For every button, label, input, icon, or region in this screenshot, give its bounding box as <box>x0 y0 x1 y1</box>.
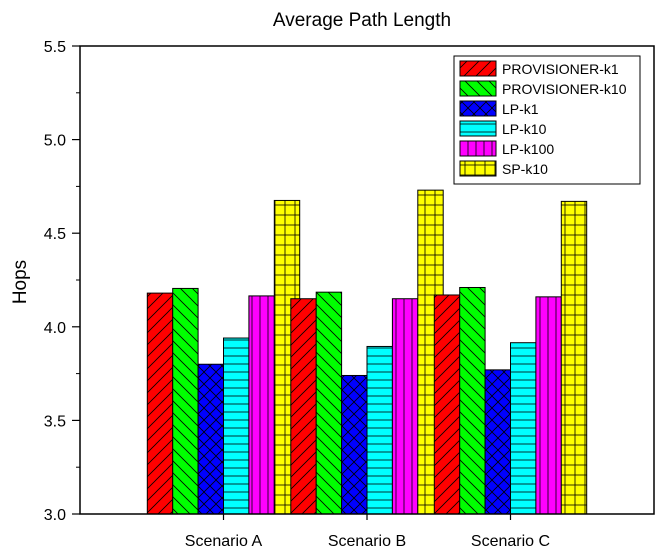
bar-lp-k1-scenario-a <box>197 363 225 515</box>
legend-swatch <box>459 60 497 77</box>
legend-label: SP-k10 <box>502 161 548 177</box>
y-tick-label: 4.0 <box>44 320 66 337</box>
x-tick-label: Scenario A <box>185 533 263 550</box>
bar-provisioner-k10-scenario-b <box>315 291 343 515</box>
legend-swatch <box>459 80 497 97</box>
y-axis-label: Hops <box>10 260 31 304</box>
bar-lp-k100-scenario-a <box>248 295 275 515</box>
y-tick-label: 5.5 <box>44 39 66 56</box>
bar-sp-k10-scenario-c <box>560 200 588 515</box>
y-tick-label: 4.5 <box>44 226 66 243</box>
y-tick-label: 5.0 <box>44 133 66 150</box>
bar-provisioner-k10-scenario-c <box>459 286 486 515</box>
legend: PROVISIONER-k1 PROVISIONER-k10 LP-k1 LP-k10… <box>453 55 641 185</box>
legend-swatch <box>459 120 497 137</box>
legend-label: LP-k10 <box>502 121 547 137</box>
legend-label: LP-k100 <box>502 141 554 157</box>
legend-label: PROVISIONER-k10 <box>502 81 627 97</box>
bar-lp-k100-scenario-c <box>535 296 562 515</box>
bar-lp-k10-scenario-c <box>510 342 537 515</box>
legend-swatch <box>459 160 497 177</box>
y-tick-label: 3.0 <box>44 507 66 524</box>
x-tick-label: Scenario B <box>328 533 406 550</box>
bar-provisioner-k1-scenario-c <box>433 294 461 515</box>
chart-title: Average Path Length <box>273 10 451 31</box>
legend-label: PROVISIONER-k1 <box>502 61 619 77</box>
legend-swatch <box>459 100 497 117</box>
bar-lp-k1-scenario-b <box>341 374 368 515</box>
bar-lp-k1-scenario-c <box>484 369 512 515</box>
legend-label: LP-k1 <box>502 101 539 117</box>
legend-swatch <box>459 140 497 157</box>
y-tick-label: 3.5 <box>44 413 66 430</box>
bar-lp-k10-scenario-a <box>223 337 250 515</box>
bar-provisioner-k1-scenario-b <box>290 298 317 515</box>
bar-provisioner-k10-scenario-a <box>172 287 199 515</box>
bar-lp-k10-scenario-b <box>366 345 393 515</box>
bar-lp-k100-scenario-b <box>391 298 419 515</box>
plot-area: 3.0 3.5 4.0 4.5 5.0 5.5 Scenario A Scenario B Sc… <box>44 39 655 550</box>
x-tick-label: Scenario C <box>471 533 550 550</box>
bar-provisioner-k1-scenario-a <box>146 292 174 515</box>
